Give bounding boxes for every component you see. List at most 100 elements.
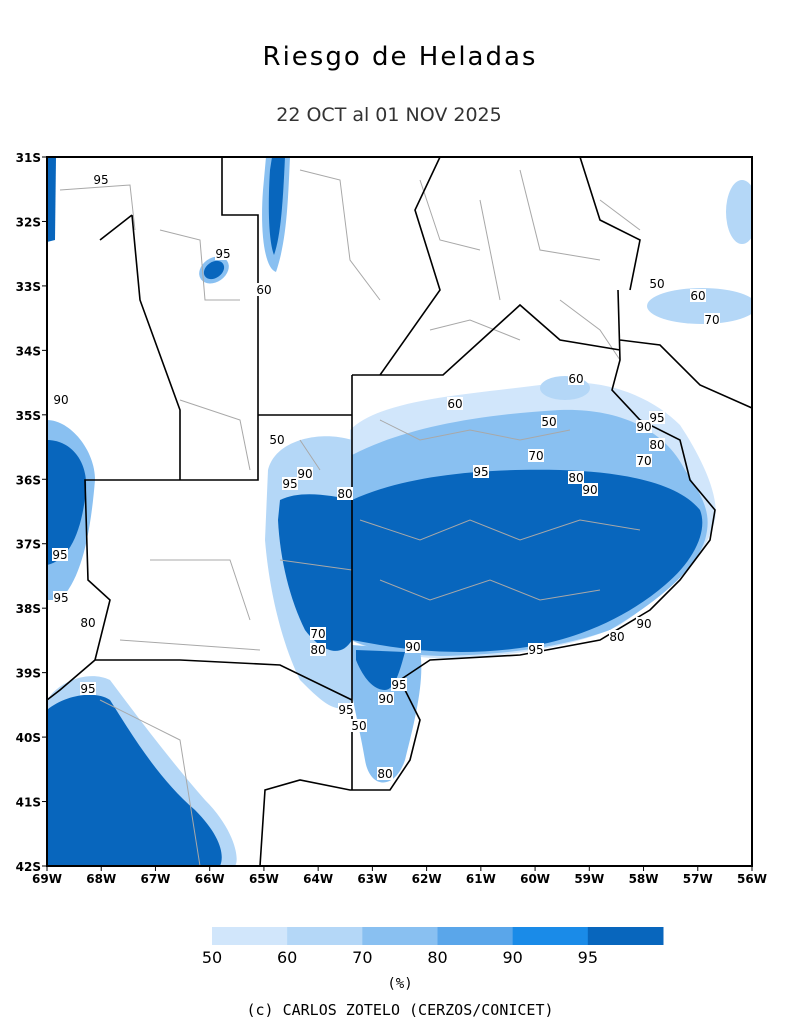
contour-label: 60 <box>690 289 705 303</box>
x-tick-label: 59W <box>574 872 604 886</box>
risk-area <box>352 469 703 652</box>
contour-label-bg <box>582 483 598 496</box>
contour-label-bg <box>337 487 353 500</box>
contour-label-bg <box>297 467 313 480</box>
colorbar-label: 95 <box>578 948 598 967</box>
contour-label: 95 <box>80 682 95 696</box>
colorbar-box <box>287 927 363 945</box>
contour-label: 95 <box>53 591 68 605</box>
contour-label: 80 <box>649 438 664 452</box>
y-tick-label: 40S <box>16 731 41 745</box>
contour-label-bg <box>541 415 557 428</box>
contour-label-bg <box>215 247 231 260</box>
risk-area <box>47 694 222 866</box>
contour-label: 60 <box>256 283 271 297</box>
contour-label: 95 <box>649 411 664 425</box>
colorbar-label: 50 <box>202 948 222 967</box>
x-tick-label: 64W <box>303 872 333 886</box>
colorbar-box <box>362 927 438 945</box>
contour-label: 95 <box>215 247 230 261</box>
colorbar-label: 60 <box>277 948 297 967</box>
contour-label: 90 <box>297 467 312 481</box>
contour-label-bg <box>53 393 69 406</box>
contour-label-bg <box>649 411 665 424</box>
contour-label: 95 <box>52 548 67 562</box>
risk-area <box>47 440 87 565</box>
risk-area <box>726 180 752 244</box>
contour-label: 80 <box>609 630 624 644</box>
contour-label-bg <box>269 433 285 446</box>
contour-label-bg <box>405 640 421 653</box>
contour-label: 50 <box>351 719 366 733</box>
y-tick-label: 33S <box>16 280 41 294</box>
contour-label: 95 <box>338 703 353 717</box>
contour-label-bg <box>636 454 652 467</box>
contour-label-bg <box>473 465 489 478</box>
colorbar-box <box>212 927 288 945</box>
contour-label-bg <box>52 548 68 561</box>
contour-label: 95 <box>528 643 543 657</box>
x-tick-label: 66W <box>195 872 225 886</box>
y-tick-label: 42S <box>16 860 41 874</box>
map <box>47 157 752 866</box>
contour-label: 90 <box>405 640 420 654</box>
y-tick-label: 34S <box>16 344 41 358</box>
contour-label: 90 <box>582 483 597 497</box>
x-tick-label: 68W <box>86 872 116 886</box>
contour-label: 50 <box>269 433 284 447</box>
contour-label: 80 <box>568 471 583 485</box>
contour-label: 80 <box>337 487 352 501</box>
x-tick-label: 61W <box>466 872 496 886</box>
colorbar-label: 70 <box>352 948 372 967</box>
y-tick-label: 32S <box>16 215 41 229</box>
x-tick-label: 60W <box>520 872 550 886</box>
contour-label-bg <box>377 767 393 780</box>
contour-label: 95 <box>473 465 488 479</box>
coastline <box>259 289 752 866</box>
contour-label-bg <box>568 372 584 385</box>
colorbar-label: 80 <box>427 948 447 967</box>
colorbar-unit: (%) <box>387 976 412 992</box>
x-tick-label: 67W <box>140 872 170 886</box>
contour-label-bg <box>80 616 96 629</box>
department-lines <box>59 169 641 866</box>
contour-label: 70 <box>528 449 543 463</box>
y-tick-label: 39S <box>16 667 41 681</box>
risk-area <box>47 157 56 242</box>
risk-area <box>278 494 352 651</box>
contour-label-bg <box>528 449 544 462</box>
contour-label-bg <box>53 591 69 604</box>
contour-label-bg <box>310 643 326 656</box>
contour-label-bg <box>351 719 367 732</box>
contour-label: 95 <box>282 477 297 491</box>
x-tick-label: 58W <box>629 872 659 886</box>
contour-label-bg <box>649 277 665 290</box>
y-tick-label: 35S <box>16 409 41 423</box>
contour-label-bg <box>690 289 706 302</box>
contour-label: 95 <box>93 173 108 187</box>
province-borders <box>47 157 641 790</box>
contour-label: 90 <box>378 692 393 706</box>
contour-label: 90 <box>636 420 651 434</box>
contour-label-bg <box>568 471 584 484</box>
contour-label-bg <box>636 420 652 433</box>
contour-label-bg <box>391 678 407 691</box>
y-tick-label: 36S <box>16 473 41 487</box>
x-tick-label: 65W <box>249 872 279 886</box>
contour-label: 95 <box>391 678 406 692</box>
contour-label-bg <box>256 283 272 296</box>
y-tick-label: 41S <box>16 796 41 810</box>
contour-label-bg <box>528 643 544 656</box>
contour-label: 50 <box>649 277 664 291</box>
x-tick-label: 56W <box>737 872 767 886</box>
risk-area <box>268 157 285 255</box>
risk-area <box>647 288 752 324</box>
y-tick-label: 37S <box>16 538 41 552</box>
contour-label-bg <box>282 477 298 490</box>
contour-label: 90 <box>53 393 68 407</box>
title: Riesgo de Heladas <box>263 42 538 72</box>
contour-label: 70 <box>310 627 325 641</box>
y-tick-label: 38S <box>16 602 41 616</box>
contour-label-bg <box>609 630 625 643</box>
